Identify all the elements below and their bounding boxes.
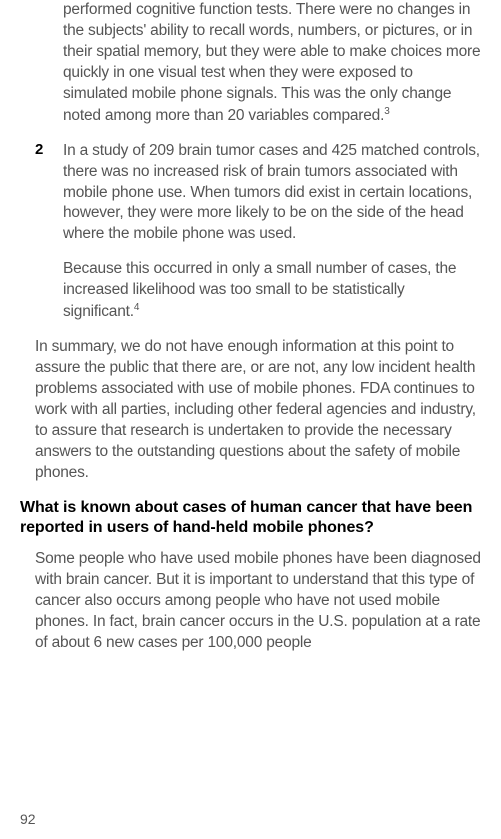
page-content: performed cognitive function tests. Ther… — [20, 0, 481, 654]
footnote-ref-3: 3 — [384, 106, 389, 117]
list-item-2: 2 In a study of 209 brain tumor cases an… — [35, 141, 481, 246]
item2-text-b: Because this occurred in only a small nu… — [63, 259, 481, 323]
summary-paragraph: In summary, we do not have enough inform… — [35, 337, 481, 483]
page-number: 92 — [20, 811, 36, 827]
body-after-heading: Some people who have used mobile phones … — [35, 549, 481, 654]
footnote-ref-4: 4 — [134, 302, 139, 313]
item1-text: performed cognitive function tests. Ther… — [63, 0, 481, 127]
item2-text-a: In a study of 209 brain tumor cases and … — [63, 141, 481, 246]
item2-number: 2 — [35, 141, 55, 246]
list-item-1-continuation: performed cognitive function tests. Ther… — [63, 0, 481, 127]
list-item-2-continuation: Because this occurred in only a small nu… — [63, 259, 481, 323]
section-heading: What is known about cases of human cance… — [20, 498, 481, 540]
